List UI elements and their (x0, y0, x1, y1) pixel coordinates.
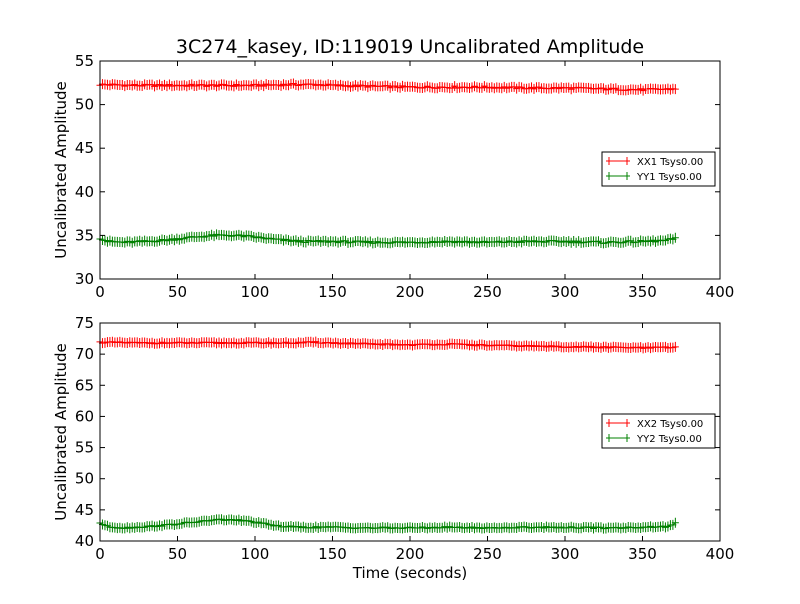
legend-marker (608, 434, 628, 442)
y-tick-label: 50 (75, 96, 94, 114)
x-tick-label: 100 (241, 283, 270, 301)
bottom-subplot: 0 50 100 150 200 250 300 350 400 40 45 50 55 60 65 70 75… (52, 314, 734, 563)
x-tick-label: 0 (95, 283, 105, 301)
y-tick-label: 70 (75, 345, 94, 363)
x-tick-label: 50 (168, 283, 187, 301)
x-tick-label: 50 (168, 545, 187, 563)
y-tick-label: 50 (75, 470, 94, 488)
x-tick-label: 250 (473, 283, 502, 301)
x-tick-label: 400 (706, 545, 735, 563)
x-axis-label: Time (seconds) (352, 564, 468, 582)
legend-label: YY1 Tsys0.00 (636, 172, 702, 183)
x-tick-label: 250 (473, 545, 502, 563)
series-xx1-tsys0-00 (96, 78, 679, 96)
x-tick-label: 350 (628, 283, 657, 301)
legend-label: YY2 Tsys0.00 (636, 434, 702, 445)
y-tick-label: 35 (75, 226, 94, 244)
x-tick-label: 300 (551, 283, 580, 301)
legend: XX1 Tsys0.00 YY1 Tsys0.00 (601, 151, 716, 187)
legend: XX2 Tsys0.00 YY2 Tsys0.00 (601, 413, 716, 449)
legend-label: XX1 Tsys0.00 (637, 157, 703, 168)
y-tick-label: 40 (75, 183, 94, 201)
x-tick-label: 400 (706, 283, 735, 301)
x-tick-label: 150 (318, 283, 347, 301)
x-tick-label: 200 (396, 545, 425, 563)
legend-frame (601, 151, 716, 187)
x-tick-label: 0 (95, 545, 105, 563)
x-tick-label: 150 (318, 545, 347, 563)
top-subplot: 0 50 100 150 200 250 300 350 400 30 35 40 45 50 55 Unca… (52, 52, 734, 301)
y-tick-label: 65 (75, 376, 94, 394)
y-tick-label: 45 (75, 139, 94, 157)
y-tick-label: 40 (75, 532, 94, 550)
y-tick-label: 75 (75, 314, 94, 332)
legend-marker (608, 157, 628, 165)
chart-title: 3C274_kasey, ID:119019 Uncalibrated Ampl… (176, 36, 644, 58)
y-axis-label: Uncalibrated Amplitude (52, 343, 70, 520)
x-tick-label: 350 (628, 545, 657, 563)
y-tick-label: 55 (75, 439, 94, 457)
legend-label: XX2 Tsys0.00 (637, 419, 703, 430)
y-tick-label: 55 (75, 52, 94, 70)
legend-marker (608, 419, 628, 427)
legend-frame (601, 413, 716, 449)
y-tick-label: 30 (75, 270, 94, 288)
legend-marker (608, 172, 628, 180)
x-tick-label: 300 (551, 545, 580, 563)
x-tick-label: 200 (396, 283, 425, 301)
x-tick-label: 100 (241, 545, 270, 563)
y-axis-label: Uncalibrated Amplitude (52, 81, 70, 258)
y-tick-label: 60 (75, 407, 94, 425)
y-tick-label: 45 (75, 501, 94, 519)
